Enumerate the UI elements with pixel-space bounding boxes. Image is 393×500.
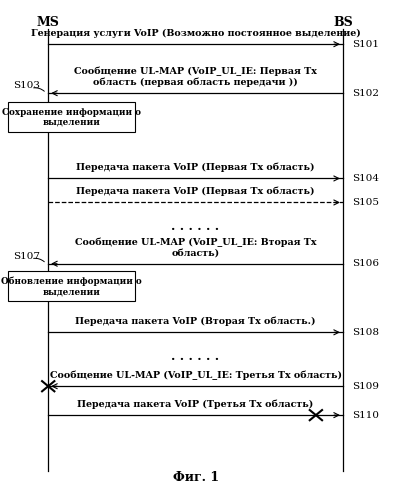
Text: Генерация услуги VoIP (Возможно постоянное выделение): Генерация услуги VoIP (Возможно постоянн… [31, 28, 360, 38]
Text: S105: S105 [353, 198, 380, 207]
Text: . . . . . .: . . . . . . [171, 350, 220, 363]
Text: Сообщение UL-MAP (VoIP_UL_IE: Третья Тх область): Сообщение UL-MAP (VoIP_UL_IE: Третья Тх … [50, 370, 342, 380]
Text: S104: S104 [353, 174, 380, 183]
Text: S110: S110 [353, 410, 380, 420]
FancyBboxPatch shape [8, 102, 135, 132]
Text: Передача пакета VoIP (Первая Тх область): Передача пакета VoIP (Первая Тх область) [76, 186, 315, 196]
Text: Обновление информации о
выделении: Обновление информации о выделении [1, 276, 142, 296]
Text: Сообщение UL-MAP (VoIP_UL_IE: Вторая Тх
область): Сообщение UL-MAP (VoIP_UL_IE: Вторая Тх … [75, 238, 316, 258]
Text: Сохранение информации о
выделении: Сохранение информации о выделении [2, 108, 141, 127]
Text: Передача пакета VoIP (Первая Тх область): Передача пакета VoIP (Первая Тх область) [76, 162, 315, 172]
Text: Фиг. 1: Фиг. 1 [173, 472, 220, 484]
Text: Передача пакета VoIP (Вторая Тх область.): Передача пакета VoIP (Вторая Тх область.… [75, 316, 316, 326]
Text: S103: S103 [14, 82, 40, 90]
Text: S106: S106 [353, 259, 380, 268]
Text: S107: S107 [14, 252, 40, 261]
Text: BS: BS [333, 16, 353, 28]
Text: S101: S101 [353, 40, 380, 48]
Text: S102: S102 [353, 88, 380, 98]
Text: S108: S108 [353, 328, 380, 337]
Text: Сообщение UL-MAP (VoIP_UL_IE: Первая Тх
область (первая область передачи )): Сообщение UL-MAP (VoIP_UL_IE: Первая Тх … [74, 66, 317, 87]
Text: . . . . . .: . . . . . . [171, 220, 220, 233]
Text: S109: S109 [353, 382, 380, 390]
Text: MS: MS [37, 16, 60, 28]
FancyBboxPatch shape [8, 271, 135, 302]
Text: Передача пакета VoIP (Третья Тх область): Передача пакета VoIP (Третья Тх область) [77, 400, 314, 409]
